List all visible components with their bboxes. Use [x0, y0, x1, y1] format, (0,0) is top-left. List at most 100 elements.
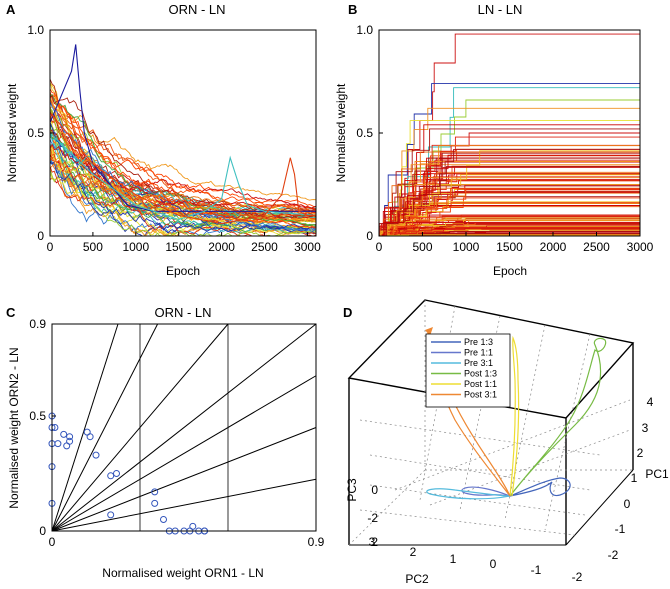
ratio-line	[51, 478, 317, 532]
x-tick-label: 0	[47, 240, 54, 254]
panel-b-trace	[379, 151, 640, 237]
ratio-line	[51, 323, 317, 532]
panel-d-zlabel: PC3	[345, 478, 359, 502]
pc2-tick-neg2: -2	[572, 570, 583, 584]
panel-d-trajectories	[425, 327, 607, 500]
panel-b-trace	[379, 187, 640, 237]
pc1-tick-neg2: -2	[608, 548, 619, 562]
panel-c-ratio-lines	[51, 323, 317, 532]
pc2-tick-0: 0	[490, 557, 497, 571]
y-tick-label: 1.0	[27, 23, 44, 37]
x-tick-label: 1500	[165, 240, 192, 254]
legend-label: Pre 1:3	[464, 337, 493, 347]
scatter-point	[86, 433, 94, 441]
scatter-point	[92, 451, 100, 459]
panel-a-traces	[49, 44, 317, 237]
x-tick-label: 500	[412, 240, 432, 254]
panel-b-xlabel: Epoch	[493, 264, 527, 278]
panel-b-traces	[378, 33, 640, 237]
panel-a-trace	[49, 93, 317, 211]
panel-a-xlabel: Epoch	[166, 264, 200, 278]
panel-a-highlight-trace	[49, 132, 317, 221]
panel-d-ylabel: PC1	[645, 467, 669, 481]
panel-label-c: C	[6, 305, 16, 320]
panel-b: B LN - LN 0 500 1000 1500 2000 2500 3000 0 0.5 1.…	[334, 2, 654, 278]
panel-c: C ORN - LN 0 0.9 0 0.5 0.9 Normalised weight…	[6, 305, 325, 580]
scatter-point	[60, 430, 68, 438]
pc1-tick-2: 2	[637, 446, 644, 460]
pc2-tick-1: 1	[450, 552, 457, 566]
trajectory-pre-3-1	[426, 488, 511, 500]
panel-a-trace	[49, 166, 316, 220]
y-tick-label: 0.5	[356, 126, 373, 140]
panel-c-xlabel: Normalised weight ORN1 - LN	[102, 566, 263, 580]
x-tick-label: 0.9	[308, 535, 325, 549]
panel-c-ylabel: Normalised weight ORN2 - LN	[7, 347, 21, 508]
panel-b-title: LN - LN	[478, 2, 523, 17]
panel-a-trace	[49, 124, 316, 233]
y-tick-label: 0	[39, 524, 46, 538]
scatter-point	[151, 499, 159, 507]
legend-label: Pre 3:1	[464, 358, 493, 368]
trajectory-post-1-1	[509, 335, 520, 497]
y-tick-label: 1.0	[356, 23, 373, 37]
panel-a-trace	[49, 129, 317, 237]
panel-d-edge-bottom-right	[565, 469, 634, 546]
panel-a-title: ORN - LN	[168, 2, 225, 17]
pc1-tick-0: 0	[624, 497, 631, 511]
panel-b-ticks: 0 500 1000 1500 2000 2500 3000 0 0.5 1.0	[356, 23, 653, 254]
y-tick-label: 0	[366, 229, 373, 243]
panel-b-trace	[378, 148, 640, 237]
trajectory-post-3-1-arrowhead	[425, 327, 433, 336]
scatter-point	[160, 516, 167, 523]
pc3-tick-0: 0	[371, 483, 378, 497]
x-tick-label: 3000	[294, 240, 321, 254]
panel-a-trace	[49, 150, 317, 236]
panel-b-trace	[379, 128, 640, 237]
panel-c-axes-box	[51, 323, 317, 532]
panel-a-ticks: 0 500 1000 1500 2000 2500 3000 0 0.5 1.0	[27, 23, 321, 254]
panel-a-trace	[49, 88, 317, 229]
pc2-tick-3: 3	[369, 535, 376, 549]
panel-label-a: A	[6, 2, 16, 17]
panel-b-ylabel: Normalised weight	[334, 83, 348, 182]
trajectory-pre-1-3	[509, 477, 571, 497]
panel-c-title: ORN - LN	[154, 305, 211, 320]
y-tick-label: 0.5	[29, 409, 46, 423]
x-tick-label: 3000	[627, 240, 654, 254]
scatter-point	[113, 470, 120, 477]
panel-b-trace	[379, 222, 640, 237]
panel-a-trace	[49, 94, 317, 227]
pc2-tick-neg1: -1	[531, 563, 542, 577]
x-tick-label: 0	[376, 240, 383, 254]
scatter-point	[66, 437, 74, 445]
panel-a: A ORN - LN 0 500 1000 1500 2000 2500 3000 0 0.5 1…	[5, 2, 321, 278]
panel-d-xlabel: PC2	[405, 572, 429, 586]
x-tick-label: 2500	[583, 240, 610, 254]
x-tick-label: 1000	[453, 240, 480, 254]
legend-label: Post 1:1	[464, 379, 497, 389]
panel-b-trace	[379, 188, 640, 237]
pc2-tick-2: 2	[410, 545, 417, 559]
legend-label: Pre 1:1	[464, 348, 493, 358]
panel-b-trace	[379, 192, 640, 237]
panel-b-trace	[379, 222, 640, 237]
scatter-point	[151, 488, 159, 496]
y-tick-label: 0.9	[29, 317, 46, 331]
pc3-tick-2: 2	[371, 535, 378, 549]
panel-a-highlight-trace	[49, 44, 316, 212]
x-tick-label: 2500	[251, 240, 278, 254]
panel-c-ticks: 0 0.9 0 0.5 0.9	[29, 317, 324, 549]
panel-a-trace	[49, 133, 317, 232]
panel-a-highlight-trace	[49, 112, 316, 225]
panel-b-trace	[379, 226, 640, 237]
pc3-tick-neg2: -2	[367, 511, 378, 525]
y-tick-label: 0	[37, 229, 44, 243]
ratio-line	[51, 323, 119, 532]
x-tick-label: 1000	[122, 240, 149, 254]
scatter-point	[54, 440, 62, 448]
panel-a-trace	[49, 133, 317, 234]
trajectory-post-1-3	[509, 337, 607, 497]
